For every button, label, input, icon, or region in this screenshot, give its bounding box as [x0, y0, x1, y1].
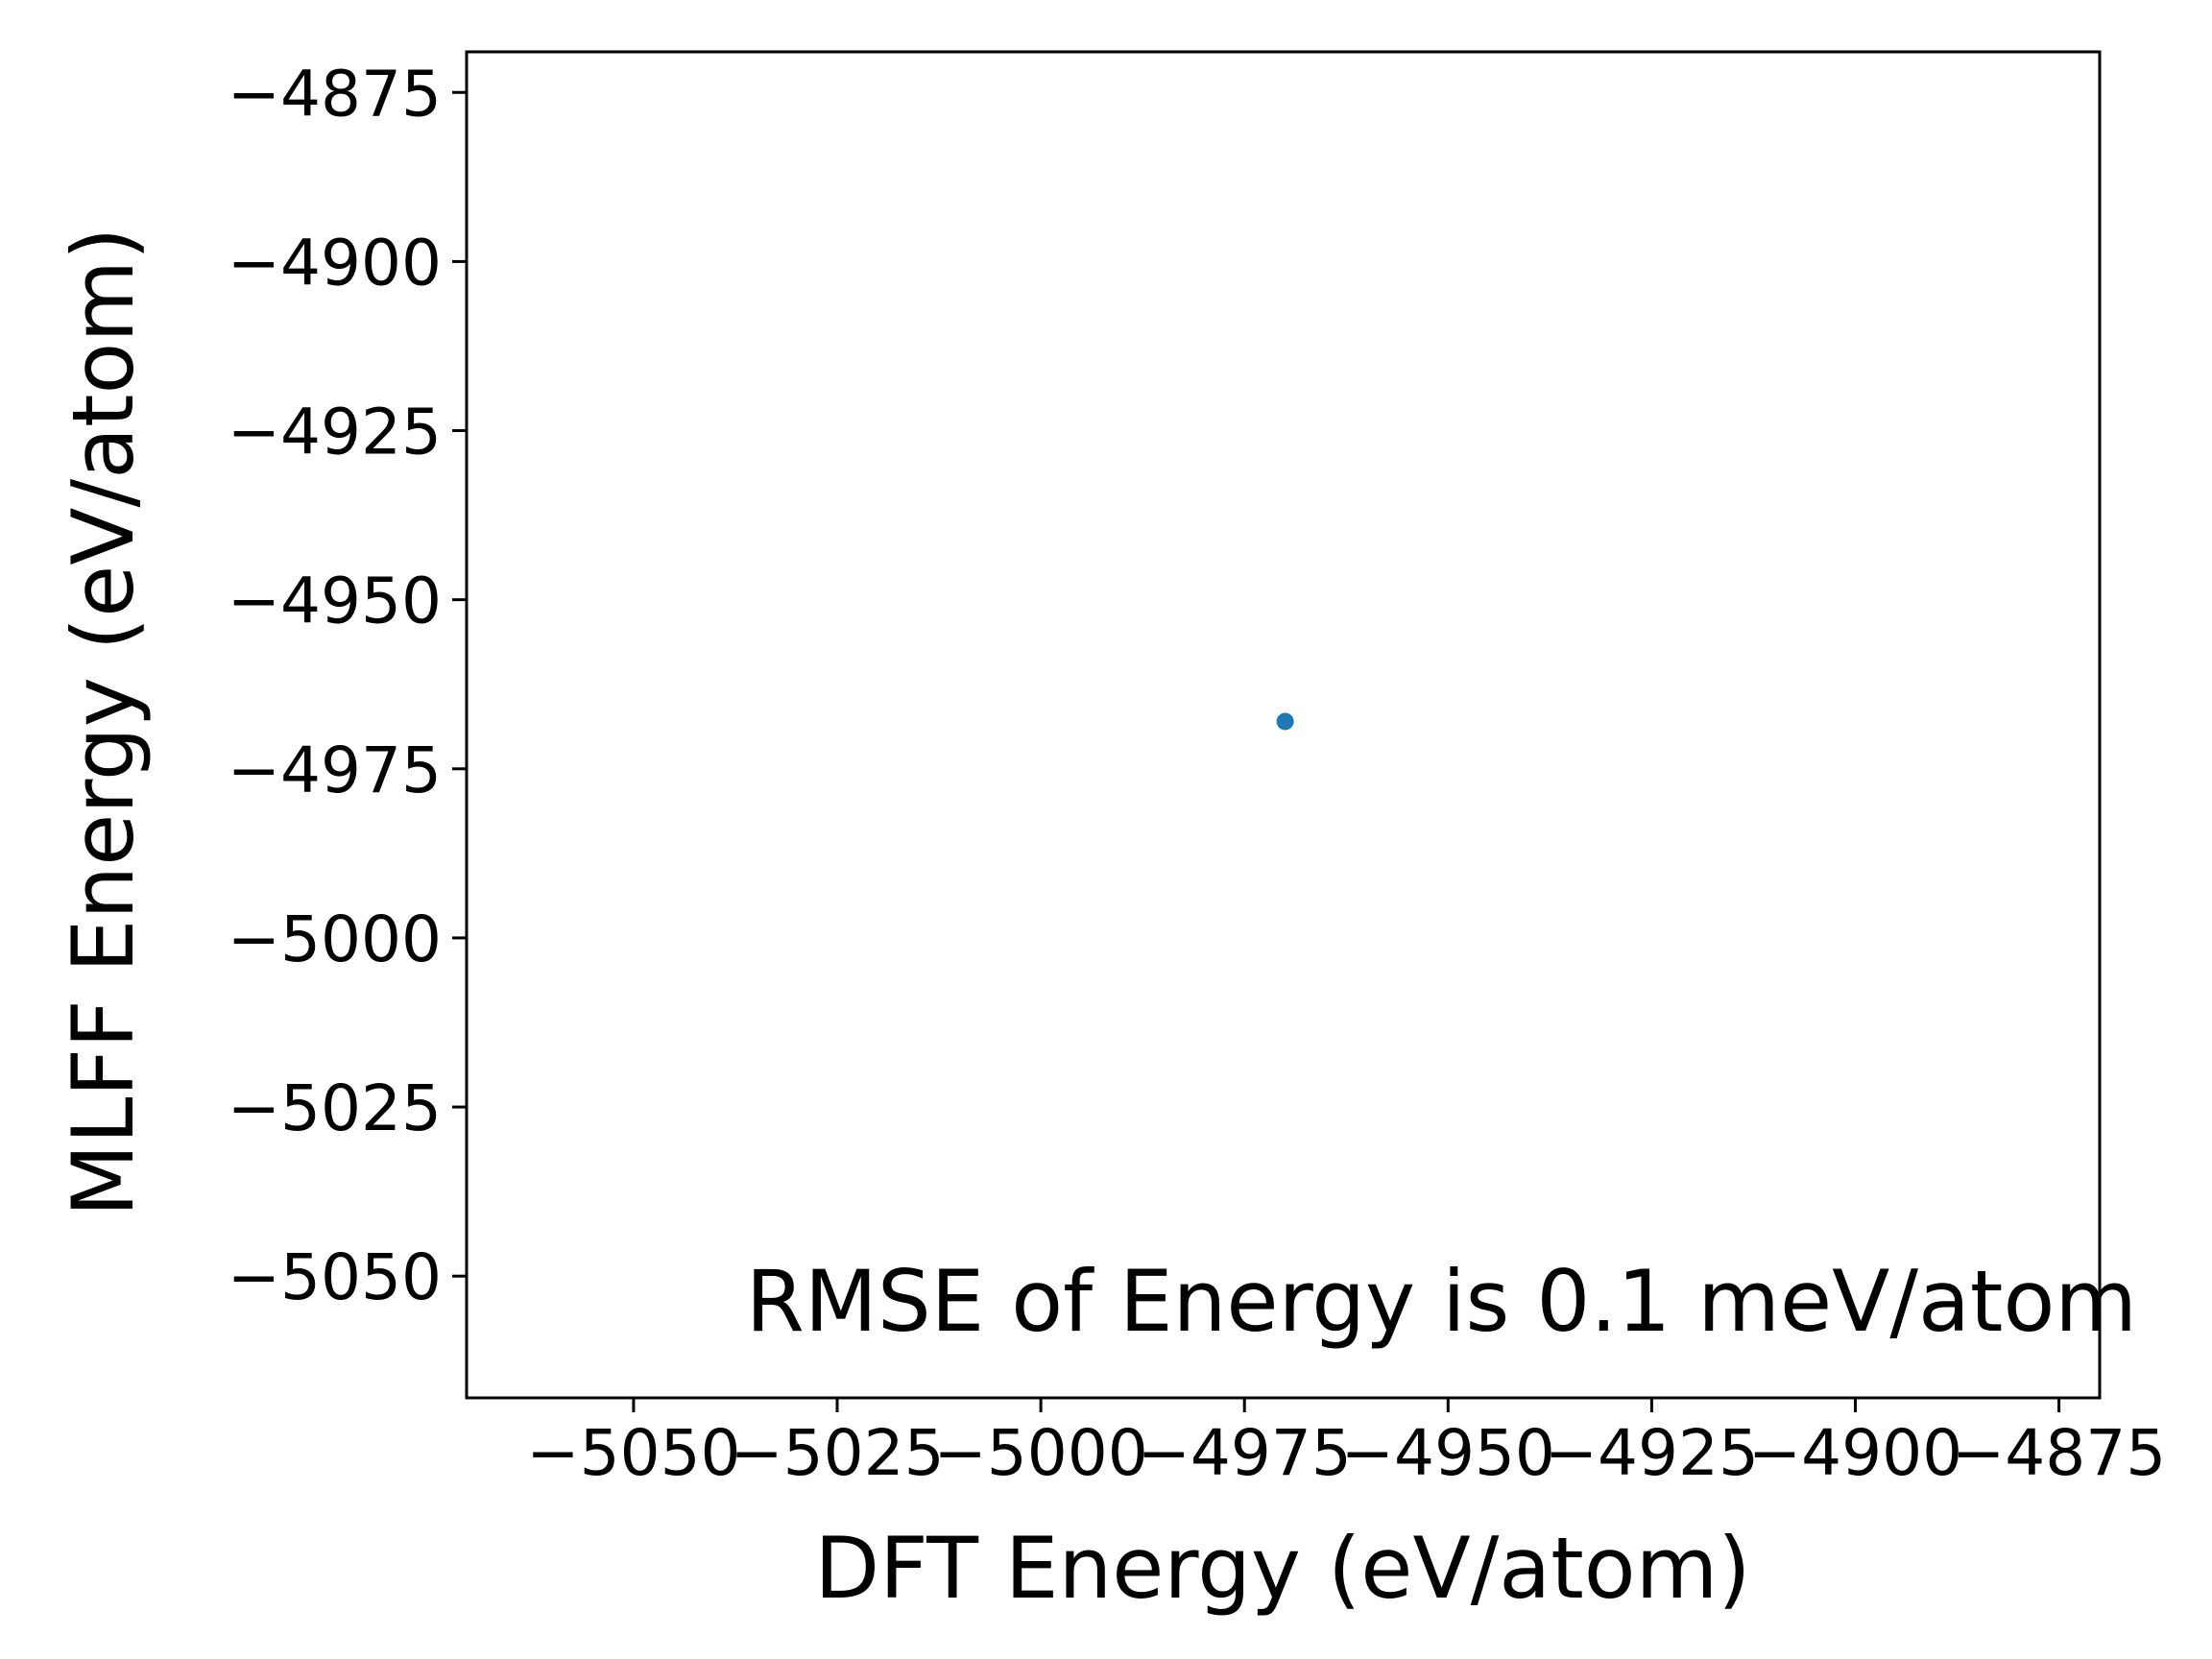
y-tick-label: −5025: [228, 1071, 442, 1145]
x-axis-label: DFT Energy (eV/atom): [814, 1519, 1750, 1618]
y-tick-label: −4875: [228, 57, 442, 131]
plot-area: [1276, 712, 1294, 731]
x-tick-label: −4975: [1138, 1416, 1352, 1490]
y-axis: −4875 −4900 −4925 −4950 −4975 −5000 −5025 −5050: [228, 57, 467, 1314]
x-tick-label: −5000: [933, 1416, 1147, 1490]
plot-frame: [465, 50, 2102, 1400]
data-point: [1276, 712, 1294, 731]
y-tick-label: −5000: [228, 902, 442, 976]
x-tick-label: −4950: [1341, 1416, 1555, 1490]
x-tick-label: −4900: [1748, 1416, 1962, 1490]
x-axis: −5050−5025−5000−4975−4950−4925−4900−4875: [526, 1398, 2166, 1490]
y-axis-label: MLFF Energy (eV/atom): [54, 228, 153, 1217]
x-tick-label: −4925: [1545, 1416, 1759, 1490]
y-tick-label: −5050: [228, 1240, 442, 1314]
y-tick-label: −4925: [228, 396, 442, 469]
x-tick-label: −5050: [526, 1416, 740, 1490]
y-tick-label: −4950: [228, 565, 442, 638]
y-tick-label: −4900: [228, 226, 442, 300]
x-tick-label: −5025: [730, 1416, 944, 1490]
rmse-annotation: RMSE of Energy is 0.1 meV/atom: [746, 1252, 2137, 1351]
y-tick-label: −4975: [228, 733, 442, 807]
x-tick-label: −4875: [1952, 1416, 2166, 1490]
